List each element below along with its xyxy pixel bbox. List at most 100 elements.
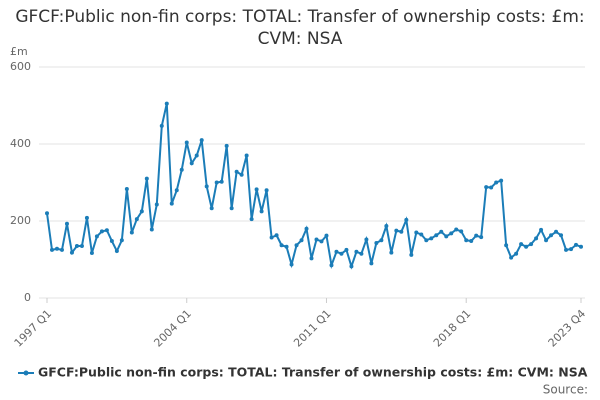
- point: [79, 244, 84, 249]
- point: [329, 263, 334, 268]
- point: [479, 235, 484, 240]
- point: [369, 261, 374, 266]
- point: [464, 238, 469, 243]
- y-tick-label: 200: [10, 214, 31, 227]
- point: [449, 231, 454, 236]
- point: [84, 215, 89, 220]
- point: [154, 202, 159, 207]
- point: [254, 187, 259, 192]
- point: [259, 209, 264, 214]
- point: [529, 242, 534, 247]
- point: [474, 233, 479, 238]
- point: [104, 228, 109, 233]
- point: [244, 153, 249, 158]
- point: [144, 176, 149, 181]
- point: [289, 262, 294, 267]
- point: [389, 250, 394, 255]
- point: [499, 178, 504, 183]
- point: [114, 249, 119, 254]
- point: [524, 244, 529, 249]
- point: [69, 250, 74, 255]
- x-tick-label: 2011 Q1: [291, 307, 334, 350]
- point: [209, 206, 214, 211]
- point: [454, 227, 459, 232]
- legend-marker: [23, 370, 29, 376]
- point: [354, 249, 359, 254]
- point: [239, 172, 244, 177]
- point: [194, 153, 199, 158]
- point: [149, 227, 154, 232]
- x-tick-label: 2004 Q1: [151, 307, 194, 350]
- point: [74, 244, 79, 249]
- point: [199, 138, 204, 143]
- point: [484, 185, 489, 190]
- point: [574, 242, 579, 247]
- point: [419, 232, 424, 237]
- point: [99, 229, 104, 234]
- point: [494, 180, 499, 185]
- point: [359, 251, 364, 256]
- source-label: Source:: [543, 383, 588, 397]
- series-line: [46, 103, 582, 270]
- point: [334, 249, 339, 254]
- point: [544, 238, 549, 243]
- point: [379, 238, 384, 243]
- point: [509, 255, 514, 260]
- y-unit-label: £m: [10, 45, 28, 58]
- chart-title: GFCF:Public non-fin corps: TOTAL: Transf…: [15, 7, 585, 49]
- point: [504, 243, 509, 248]
- point: [299, 238, 304, 243]
- point: [429, 236, 434, 241]
- point: [579, 244, 583, 249]
- point: [424, 238, 429, 243]
- point: [554, 229, 559, 234]
- point: [45, 211, 49, 216]
- point: [304, 226, 309, 231]
- point: [394, 228, 399, 233]
- point: [189, 161, 194, 166]
- point: [364, 237, 369, 242]
- point: [249, 217, 254, 222]
- point: [184, 140, 189, 145]
- point: [339, 251, 344, 256]
- point: [89, 250, 94, 255]
- point: [169, 201, 174, 206]
- point: [549, 233, 554, 238]
- point: [324, 233, 329, 238]
- point: [139, 209, 144, 214]
- legend-label: GFCF:Public non-fin corps: TOTAL: Transf…: [38, 365, 588, 380]
- point: [124, 187, 129, 192]
- point: [404, 217, 409, 222]
- point: [559, 233, 564, 238]
- point: [54, 246, 59, 251]
- y-tick-label: 600: [10, 60, 31, 73]
- point: [414, 230, 419, 235]
- point: [204, 184, 209, 189]
- point: [109, 239, 114, 244]
- point: [469, 239, 474, 244]
- point: [384, 224, 389, 229]
- point: [344, 247, 349, 252]
- point: [274, 233, 279, 238]
- point: [309, 256, 314, 261]
- point: [159, 123, 164, 128]
- point: [234, 169, 239, 174]
- point: [294, 243, 299, 248]
- point: [409, 252, 414, 257]
- point: [224, 143, 229, 148]
- point: [434, 233, 439, 238]
- point: [564, 247, 569, 252]
- point: [459, 229, 464, 234]
- point: [269, 235, 274, 240]
- point: [514, 251, 519, 256]
- point: [219, 179, 224, 184]
- x-tick-label: 2023 Q4: [546, 307, 589, 350]
- point: [119, 238, 124, 243]
- point: [399, 229, 404, 234]
- point: [174, 188, 179, 193]
- point: [264, 188, 269, 193]
- point: [444, 234, 449, 239]
- point: [49, 247, 54, 252]
